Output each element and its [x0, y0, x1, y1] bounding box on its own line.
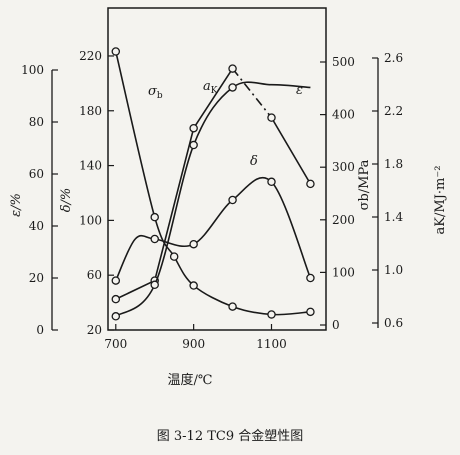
- sigma-tick-label-400: 400: [332, 108, 355, 122]
- delta-tick-label-100: 100: [79, 213, 102, 227]
- series-0-point-2: [169, 252, 179, 261]
- ak-tick-label-1.4: 1.4: [384, 210, 403, 224]
- x-tick-label-900: 900: [182, 337, 205, 351]
- x-tick-label-1100: 1100: [256, 337, 287, 351]
- eps-axis-label: ε/%: [9, 193, 24, 217]
- series-2-point-4: [267, 177, 276, 187]
- curves-layer: [111, 47, 315, 321]
- delta-axis-label: δ/%: [59, 188, 74, 213]
- delta-tick-label-220: 220: [79, 49, 102, 63]
- eps-tick-label-20: 20: [29, 271, 44, 285]
- curve-label-2: ε: [296, 83, 303, 98]
- curve-label-3: δ: [250, 154, 258, 169]
- ak-tick-label-1.0: 1.0: [384, 263, 403, 277]
- delta-tick-label-60: 60: [87, 268, 102, 282]
- sigma-tick-label-0: 0: [332, 318, 340, 332]
- figure-caption: 图 3-12 TC9 合金塑性图: [157, 428, 304, 444]
- series-2-point-1: [150, 234, 159, 244]
- series-1-point-5: [306, 179, 315, 189]
- series-2-point-2: [189, 239, 198, 249]
- eps-tick-label-80: 80: [29, 115, 44, 129]
- eps-tick-label-60: 60: [29, 167, 44, 181]
- series-3-point-2: [189, 140, 198, 150]
- axes-layer: 700 900 1100 温度/℃ 0 20 40 60 80 100 ε/% 20 60 100 140 1…: [9, 49, 448, 388]
- eps-tick-label-100: 100: [21, 63, 44, 77]
- series-0-point-5: [267, 310, 276, 319]
- series-1-point-4: [267, 113, 276, 122]
- sigma-tick-label-300: 300: [332, 160, 355, 174]
- ak-curve-solid-a: [115, 68, 234, 300]
- ak-tick-label-2.6: 2.6: [384, 51, 403, 65]
- series-2-curve: [115, 176, 312, 281]
- x-tick-label-700: 700: [104, 337, 127, 351]
- series-0-point-1: [150, 212, 159, 222]
- eps-tick-label-40: 40: [29, 219, 44, 233]
- labels-layer: σb aK ε δ 图 3-12 TC9 合金塑性图: [148, 79, 303, 444]
- ak-curve-solid-b: [270, 117, 312, 185]
- ak-tick-label-2.2: 2.2: [384, 104, 403, 118]
- ak-tick-label-1.8: 1.8: [384, 157, 403, 171]
- eps-tick-label-0: 0: [36, 323, 44, 337]
- series-2-point-3: [228, 195, 237, 205]
- delta-tick-label-180: 180: [79, 104, 102, 118]
- series-0-point-6: [306, 307, 315, 317]
- series-1-point-3: [228, 64, 237, 73]
- sigma-tick-label-200: 200: [332, 213, 355, 227]
- plot-frame: [107, 7, 327, 331]
- sigma-tick-label-500: 500: [332, 55, 355, 69]
- series-2-point-5: [306, 273, 315, 283]
- series-1-point-2: [189, 123, 198, 133]
- curve-label-0: σb: [148, 84, 163, 101]
- sigma-axis-label: σb/MPa: [357, 159, 372, 210]
- series-0-point-4: [228, 302, 237, 311]
- series-0-point-0: [111, 47, 121, 56]
- delta-tick-label-20: 20: [87, 323, 102, 337]
- series-0-point-3: [189, 281, 198, 290]
- series-3-point-3: [228, 83, 237, 92]
- delta-tick-label-140: 140: [79, 159, 102, 173]
- ak-axis-label: aK/MJ·m⁻²: [433, 166, 448, 235]
- series-1-point-0: [111, 294, 121, 304]
- ak-tick-label-0.6: 0.6: [384, 316, 403, 330]
- x-axis-label: 温度/℃: [168, 372, 213, 388]
- series-3-point-1: [150, 280, 159, 290]
- curve-label-1: aK: [203, 79, 218, 96]
- series-3-point-0: [111, 312, 121, 321]
- sigma-tick-label-100: 100: [332, 265, 355, 279]
- ak-curve-dashed: [231, 68, 273, 119]
- series-2-point-0: [111, 276, 121, 285]
